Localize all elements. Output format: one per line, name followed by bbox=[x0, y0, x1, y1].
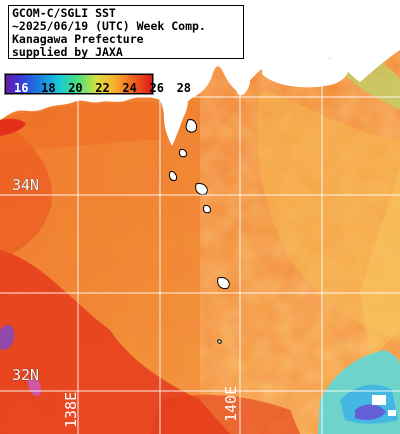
hot-water-south bbox=[150, 394, 300, 434]
nodata-cloud-southeast-2 bbox=[388, 410, 396, 416]
island-oshima bbox=[185, 119, 197, 133]
title-line-1: GCOM-C/SGLI SST bbox=[12, 6, 116, 20]
island-hachijojima bbox=[217, 277, 230, 289]
color-scale-legend: 16 18 20 22 24 26 28 bbox=[4, 73, 191, 95]
lat-label-34n: 34N bbox=[12, 176, 40, 194]
color-scale-bar bbox=[6, 75, 152, 93]
title-line-4: supplied by JAXA bbox=[12, 45, 123, 59]
lon-label-140e: 140E bbox=[222, 385, 240, 422]
hot-water-west bbox=[0, 120, 52, 260]
legend-tick: 28 bbox=[176, 81, 192, 95]
lat-label-32n: 32N bbox=[12, 366, 40, 384]
legend-tick: 18 bbox=[41, 81, 56, 95]
title-line-2: ~2025/06/19 (UTC) Week Comp. bbox=[12, 19, 206, 33]
cool-patch-west bbox=[0, 324, 15, 350]
lon-label-138e: 138E bbox=[62, 391, 80, 428]
nodata-cloud-southeast bbox=[372, 395, 386, 405]
cold-patch-southeast bbox=[355, 404, 386, 420]
land-boso-peninsula bbox=[262, 55, 349, 88]
title-line-3: Kanagawa Prefecture bbox=[12, 32, 144, 46]
legend-tick: 26 bbox=[149, 81, 164, 95]
legend-tick: 20 bbox=[68, 81, 83, 95]
island-niijima bbox=[169, 171, 177, 181]
island-miyakejima bbox=[203, 205, 211, 214]
land-west-tip bbox=[0, 118, 26, 136]
sensor-swath-east bbox=[360, 170, 400, 360]
land-izu-peninsula bbox=[160, 90, 188, 146]
land-miura-peninsula bbox=[233, 64, 250, 96]
legend-tick: 22 bbox=[95, 81, 110, 95]
legend-tick: 24 bbox=[122, 81, 137, 95]
map-title-box: GCOM-C/SGLI SST ~2025/06/19 (UTC) Week C… bbox=[8, 5, 244, 59]
island-toshima bbox=[179, 149, 187, 158]
warm-coastal-water bbox=[0, 101, 160, 150]
island-small-south bbox=[217, 339, 222, 344]
island-kozushima bbox=[195, 183, 208, 195]
legend-tick: 16 bbox=[14, 81, 29, 95]
hot-water-southwest bbox=[0, 250, 230, 434]
color-scale-labels: 16 18 20 22 24 26 28 bbox=[14, 77, 194, 96]
